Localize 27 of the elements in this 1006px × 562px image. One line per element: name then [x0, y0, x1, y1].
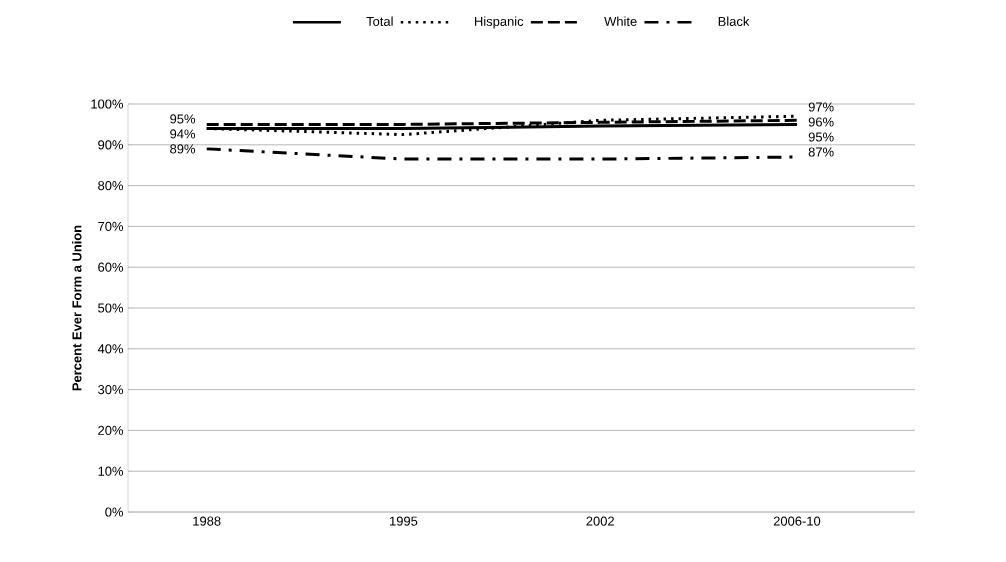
data-label: 95% [170, 114, 196, 124]
y-tick-label: 60% [98, 262, 124, 272]
y-tick-label: 20% [98, 425, 124, 435]
y-tick-label: 90% [98, 140, 124, 150]
data-label: 95% [808, 132, 834, 142]
data-label: 89% [170, 144, 196, 154]
x-tick-label: 1988 [193, 516, 221, 526]
y-tick-label: 50% [98, 303, 124, 313]
data-label: 94% [170, 129, 196, 139]
y-tick-label: 0% [105, 507, 124, 517]
legend-label: White [604, 16, 637, 26]
y-tick-label: 30% [98, 385, 124, 395]
legend-label: Total [366, 16, 393, 26]
y-tick-label: 100% [91, 99, 124, 109]
data-label: 87% [808, 147, 834, 157]
x-tick-label: 2006-10 [773, 516, 821, 526]
y-tick-label: 80% [98, 181, 124, 191]
y-tick-label: 40% [97, 344, 124, 354]
y-tick-label: 10% [98, 466, 124, 476]
x-tick-label: 2002 [586, 516, 614, 526]
legend-label: Black [718, 16, 750, 26]
data-label: 97% [808, 102, 834, 112]
legend-label: Hispanic [475, 16, 524, 29]
y-tick-label: 70% [98, 221, 124, 231]
x-tick-label: 1995 [390, 516, 418, 526]
y-axis-title: Percent Ever Form a Union [72, 225, 82, 391]
data-label: 96% [808, 117, 834, 127]
